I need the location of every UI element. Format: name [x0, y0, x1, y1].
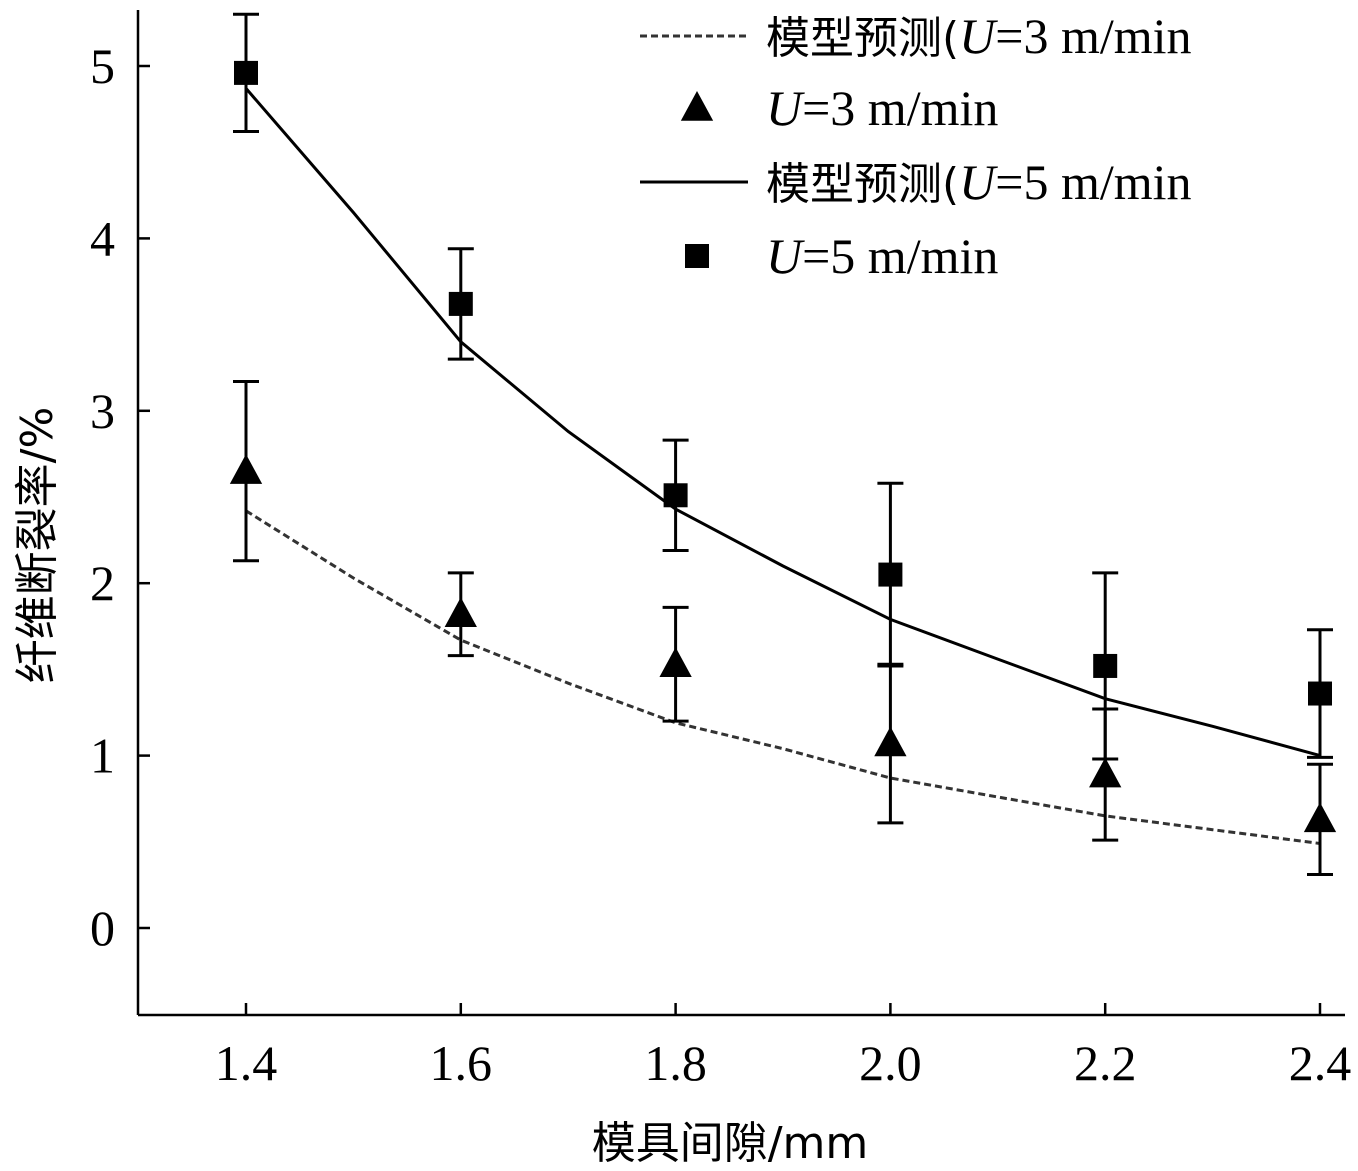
- triangle-point: [1303, 802, 1337, 833]
- dashed-model-line: [245, 509, 1321, 845]
- x-tick-label: 1.8: [644, 1035, 707, 1091]
- triangle-point: [229, 454, 263, 484]
- legend-label-var: U: [766, 80, 805, 136]
- triangle-point: [444, 597, 477, 627]
- y-tick-label: 0: [90, 900, 115, 956]
- y-axis-title: 纤维断裂率/%: [12, 407, 63, 684]
- x-tick-label: 1.4: [215, 1035, 278, 1091]
- square-point: [448, 291, 473, 316]
- y-tick-label: 3: [90, 383, 115, 439]
- x-tick-label: 2.2: [1074, 1035, 1137, 1091]
- legend-item: 模型预测(U=5 m/min: [640, 154, 1192, 210]
- legend-label: 模型预测(U=3 m/min: [766, 8, 1192, 64]
- solid-model-line: [244, 87, 1321, 758]
- legend-item: 模型预测(U=3 m/min: [640, 8, 1192, 64]
- legend-item: U=5 m/min: [685, 228, 998, 284]
- legend-label-suffix: =5 m/min: [802, 228, 998, 284]
- legend-label: U=3 m/min: [766, 80, 998, 136]
- x-tick-label: 2.4: [1289, 1035, 1352, 1091]
- series-model_u3: [245, 509, 1321, 845]
- y-tick-label: 1: [90, 728, 115, 784]
- series-layer: [229, 12, 1337, 877]
- legend-square-icon: [685, 244, 709, 268]
- triangle-point: [1089, 757, 1122, 788]
- axes: [136, 10, 1345, 1017]
- y-tick-label: 2: [90, 555, 115, 611]
- y-tick-label: 4: [90, 210, 115, 266]
- legend-label-suffix: =3 m/min: [802, 80, 998, 136]
- x-tick-label: 1.6: [430, 1035, 493, 1091]
- square-point: [1308, 681, 1332, 706]
- legend-label-var: U: [766, 228, 805, 284]
- square-point: [234, 60, 258, 85]
- series-data_u5: [233, 12, 1333, 761]
- legend-label-var: U: [959, 8, 998, 64]
- legend-label-suffix: =5 m/min: [995, 154, 1191, 210]
- legend-label: 模型预测(U=5 m/min: [766, 154, 1192, 210]
- legend-triangle-icon: [680, 91, 714, 121]
- square-point: [1093, 653, 1118, 678]
- x-tick-label: 2.0: [859, 1035, 922, 1091]
- x-axis-ticks: 1.4 1.6 1.8 2.0 2.2 2.4: [215, 1003, 1352, 1091]
- triangle-point: [874, 726, 907, 757]
- legend-label: U=5 m/min: [766, 228, 998, 284]
- y-axis-ticks: 0 1 2 3 4 5: [90, 38, 150, 956]
- series-data_u3: [229, 379, 1337, 877]
- x-axis-title: 模具间隙/mm: [592, 1118, 869, 1169]
- legend-label-prefix: 模型预测(: [766, 159, 959, 210]
- legend-item: U=3 m/min: [680, 80, 998, 136]
- square-point: [663, 483, 688, 508]
- series-model_u5: [244, 87, 1321, 758]
- triangle-point: [659, 647, 692, 677]
- legend-label-var: U: [959, 154, 998, 210]
- legend-label-suffix: =3 m/min: [995, 8, 1191, 64]
- square-point: [878, 562, 903, 587]
- legend-label-prefix: 模型预测(: [766, 13, 959, 64]
- y-tick-label: 5: [90, 38, 115, 94]
